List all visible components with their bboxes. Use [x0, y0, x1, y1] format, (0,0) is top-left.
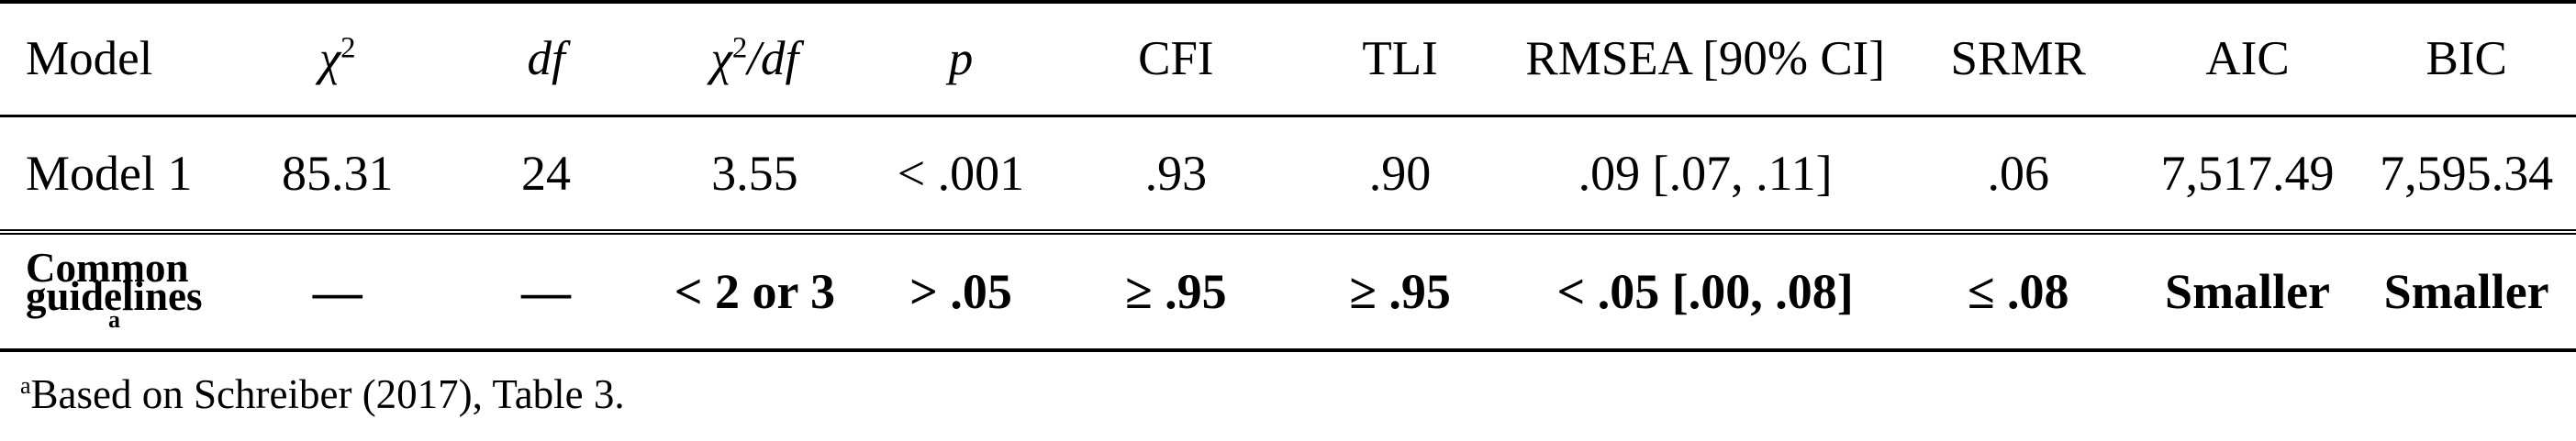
guideline-chi-square-value: — [312, 264, 362, 319]
model-1-rmsea-value: .09 [.07, .11] [1578, 145, 1833, 201]
model-1-chi-square-value: 85.31 [281, 145, 394, 201]
common-guidelines-row: Common guidelines a — — < 2 or 3 > .05 ≥ .… [0, 232, 2576, 350]
guideline-chi-square-df-value: < 2 or 3 [674, 264, 836, 319]
bic-header-label: BIC [2425, 32, 2507, 86]
model-1-tli-value: .90 [1368, 145, 1432, 201]
p-header-label: p [948, 32, 974, 86]
footnote-marker: a [20, 372, 31, 399]
model-1-row: Model 1 85.31 24 3.55 < .001 .93 .90 .09… [0, 116, 2576, 232]
column-header-tli: TLI [1288, 2, 1511, 116]
column-header-p: p [858, 2, 1065, 116]
df-header-label: df [527, 32, 565, 86]
guideline-aic-value: Smaller [2165, 264, 2331, 319]
column-header-srmr: SRMR [1899, 2, 2138, 116]
footnote-text: Based on Schreiber (2017), Table 3. [30, 371, 625, 417]
common-guidelines-label: Common guidelines a [26, 245, 234, 333]
column-header-rmsea: RMSEA [90% CI] [1512, 2, 1899, 116]
chi-square-symbol: χ [318, 32, 341, 86]
model-1-label-cell: Model 1 [26, 145, 193, 201]
model-1-srmr-value: .06 [1987, 145, 2049, 201]
cfi-header-label: CFI [1138, 32, 1214, 86]
guideline-p-value: > .05 [909, 264, 1012, 319]
model-header-label: Model [26, 32, 153, 86]
aic-header-label: AIC [2205, 32, 2290, 86]
column-header-model: Model [0, 2, 234, 116]
column-header-df: df [440, 2, 652, 116]
tli-header-label: TLI [1362, 32, 1438, 86]
model-fit-indices-table: Model χ2 df χ2/df p CFI TLI RMSEA [90% C… [0, 0, 2576, 350]
column-header-aic: AIC [2138, 2, 2358, 116]
column-header-chi-square: χ2 [234, 2, 440, 116]
chi-square-exponent: 2 [731, 31, 748, 65]
model-1-df-value: 24 [521, 145, 572, 201]
table-footnote: aBased on Schreiber (2017), Table 3. [20, 371, 2576, 418]
table-header-row: Model χ2 df χ2/df p CFI TLI RMSEA [90% C… [0, 2, 2576, 116]
model-1-cfi-value: .93 [1144, 145, 1208, 201]
rmsea-header-label: RMSEA [90% CI] [1525, 32, 1885, 86]
guideline-bic-value: Smaller [2383, 264, 2549, 319]
guidelines-footnote-marker: a [108, 306, 120, 333]
srmr-header-label: SRMR [1950, 32, 2086, 86]
model-1-bic-value: 7,595.34 [2380, 145, 2554, 201]
guideline-cfi-value: ≥ .95 [1125, 264, 1227, 319]
column-header-cfi: CFI [1064, 2, 1288, 116]
guideline-tli-value: ≥ .95 [1349, 264, 1451, 319]
model-1-p-value: < .001 [897, 145, 1025, 201]
guideline-srmr-value: ≤ .08 [1967, 264, 2069, 319]
common-guidelines-label-cell: Common guidelines a [0, 232, 234, 350]
guidelines-label-line-1: Common [26, 245, 189, 291]
column-header-chi-square-df-ratio: χ2/df [652, 2, 858, 116]
guideline-df-value: — [521, 264, 572, 319]
column-header-bic: BIC [2357, 2, 2576, 116]
model-1-aic-value: 7,517.49 [2160, 145, 2335, 201]
chi-square-symbol: χ [710, 32, 732, 86]
df-divisor-label: /df [747, 32, 799, 86]
guidelines-label-line-2: guidelines [26, 273, 203, 319]
guideline-rmsea-value: < .05 [.00, .08] [1556, 264, 1854, 319]
chi-square-exponent: 2 [340, 31, 356, 65]
model-1-chi-square-df-value: 3.55 [711, 145, 798, 201]
